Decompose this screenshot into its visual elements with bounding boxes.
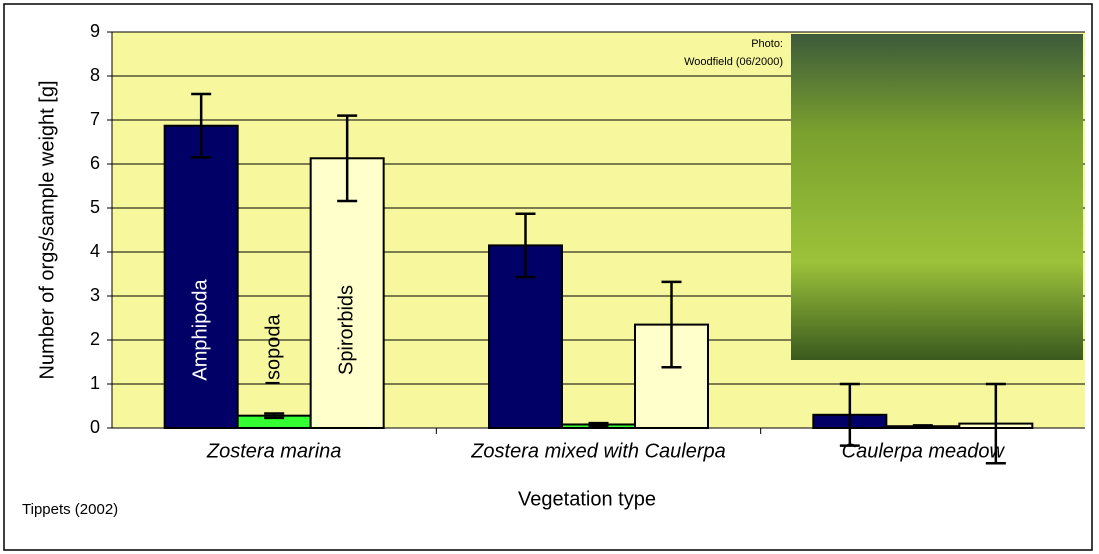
bars: Amphipoda Isopoda Spirorbids <box>163 92 1034 465</box>
legend-label: Isopoda <box>262 314 284 386</box>
error-bar <box>515 212 536 279</box>
y-tick-label: 2 <box>90 329 100 349</box>
photo <box>791 34 1083 360</box>
y-tick-label: 1 <box>90 373 100 393</box>
error-bar <box>588 421 609 428</box>
y-tick-label: 3 <box>90 285 100 305</box>
error-bar <box>912 424 933 429</box>
error-bar <box>337 114 358 203</box>
photo-credit: Photo: <box>751 38 783 50</box>
y-tick-label: 9 <box>90 21 100 41</box>
x-tick-label: Zostera marina <box>206 440 342 462</box>
x-tick-label: Caulerpa meadow <box>842 440 1006 462</box>
y-tick-label: 0 <box>90 417 100 437</box>
y-axis-label: Number of orgs/sample weight [g] <box>36 80 58 379</box>
y-tick-label: 4 <box>90 241 100 261</box>
error-bar <box>985 382 1006 465</box>
y-tick-label: 7 <box>90 109 100 129</box>
error-bar <box>839 382 860 447</box>
error-bar <box>661 280 682 369</box>
source: Tippets (2002) <box>22 501 118 518</box>
error-bar <box>264 412 285 420</box>
y-tick-label: 8 <box>90 65 100 85</box>
photo-credit: Woodfield (06/2000) <box>684 56 783 68</box>
x-tick-label: Zostera mixed with Caulerpa <box>470 440 726 462</box>
y-tick-label: 6 <box>90 153 100 173</box>
legend-label: Spirorbids <box>335 285 357 375</box>
y-tick-label: 5 <box>90 197 100 217</box>
x-axis-label: Vegetation type <box>518 488 656 510</box>
error-bar <box>191 92 212 159</box>
legend-label: Amphipoda <box>189 279 211 381</box>
bar <box>163 124 239 429</box>
